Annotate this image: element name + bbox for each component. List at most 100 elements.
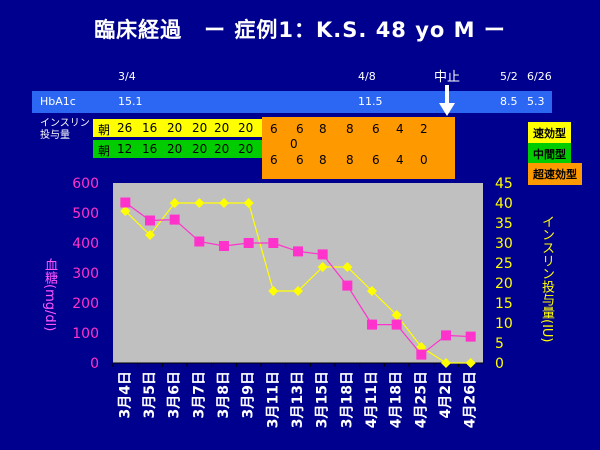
date-label: 6/26 xyxy=(527,70,552,83)
date-label: 3/4 xyxy=(118,70,136,83)
x-tick-label: 4月2日 xyxy=(438,371,454,418)
dose-cell: 16 xyxy=(142,121,158,135)
hba1c-value: 15.1 xyxy=(118,95,143,108)
dose-cell: 26 xyxy=(117,121,133,135)
insulin-label-line2: 投与量 xyxy=(40,130,70,141)
dose-cell: 6 xyxy=(270,122,278,136)
dose-cell: 8 xyxy=(319,122,327,136)
dose-cell: 6 xyxy=(296,122,304,136)
intermediate-dose-row: 朝 12 16 20 20 20 20 xyxy=(93,140,262,158)
dose-prefix: 朝 xyxy=(98,123,111,137)
x-tick-label: 3月7日 xyxy=(191,371,207,418)
glucose-point xyxy=(145,215,155,226)
dose-cell: 20 xyxy=(192,121,208,135)
x-tick-label: 4月26日 xyxy=(463,371,479,428)
y-tick-label: 600 xyxy=(72,176,99,192)
insulin-point xyxy=(391,310,402,320)
slide-title: 臨床経過 ー 症例1：K.S. 48 yo M ー xyxy=(94,18,506,42)
insulin-point xyxy=(367,286,377,296)
insulin-point xyxy=(416,342,427,352)
glucose-point xyxy=(293,246,303,257)
plot-area xyxy=(113,183,483,363)
dose-cell: 20 xyxy=(214,142,230,156)
glucose-point xyxy=(169,214,180,225)
x-tick-label: 3月4日 xyxy=(117,371,133,418)
hba1c-bar xyxy=(32,91,552,113)
stop-arrow-icon xyxy=(439,85,455,116)
dose-cell: 16 xyxy=(142,142,158,156)
dose-cell: 2 xyxy=(420,122,428,136)
glucose-point xyxy=(342,280,353,291)
dose-cell: 6 xyxy=(372,153,380,167)
x-tick-label: 3月9日 xyxy=(241,371,257,418)
dose-cell: 8 xyxy=(346,122,354,136)
dose-cell: 12 xyxy=(117,142,133,156)
y-tick-label: 500 xyxy=(72,206,99,222)
y2-tick-label: 15 xyxy=(495,296,513,312)
dose-cell: 20 xyxy=(167,142,183,156)
dose-cell: 20 xyxy=(167,121,183,135)
y-tick-label: 200 xyxy=(72,296,99,312)
glucose-point xyxy=(268,238,279,248)
x-tick-label: 3月15日 xyxy=(315,371,331,428)
insulin-point xyxy=(194,198,205,208)
insulin-point xyxy=(120,206,131,216)
insulin-point xyxy=(293,286,303,296)
glucose-point xyxy=(243,238,254,248)
legend-rapid: 速効型 xyxy=(528,122,571,144)
dose-cell: 0 xyxy=(420,153,428,167)
dose-cell: 6 xyxy=(296,153,304,167)
dose-prefix: 朝 xyxy=(98,144,111,158)
glucose-point xyxy=(219,241,229,251)
y2-tick-label: 30 xyxy=(495,236,513,252)
insulin-point xyxy=(243,198,254,208)
dose-cell: 0 xyxy=(290,137,298,151)
x-tick-label: 3月5日 xyxy=(142,371,158,418)
x-tick-label: 4月11日 xyxy=(364,371,380,428)
dose-cell: 4 xyxy=(396,122,404,136)
legend-ultra-rapid: 超速効型 xyxy=(528,163,582,185)
insulin-point xyxy=(268,286,279,296)
insulin-point xyxy=(317,262,328,272)
insulin-point xyxy=(465,358,476,368)
ultra-rapid-dose-box: 6 6 8 8 6 4 2 0 6 6 8 8 6 4 0 xyxy=(262,117,455,179)
hba1c-value: 8.5 xyxy=(500,95,518,108)
glucose-point xyxy=(391,319,402,330)
glucose-point xyxy=(194,236,205,247)
insulin-point xyxy=(342,262,353,272)
dose-cell: 8 xyxy=(319,153,327,167)
glucose-point xyxy=(465,331,476,342)
y-tick-label: 300 xyxy=(72,266,99,282)
x-tick-label: 3月11日 xyxy=(265,371,281,428)
right-axis-title: インスリン投与量(IU) xyxy=(539,215,554,343)
x-tick-label: 3月18日 xyxy=(339,371,355,428)
y-tick-label: 400 xyxy=(72,236,99,252)
insulin-label-line1: インスリン xyxy=(40,118,90,129)
y2-tick-label: 45 xyxy=(495,176,513,192)
y2-tick-label: 20 xyxy=(495,276,513,292)
dose-cell: 6 xyxy=(270,153,278,167)
insulin-point xyxy=(441,358,451,368)
x-tick-label: 3月6日 xyxy=(167,371,183,418)
x-tick-label: 4月18日 xyxy=(389,371,405,428)
y2-tick-label: 35 xyxy=(495,216,513,232)
glucose-point xyxy=(441,330,451,341)
glucose-point xyxy=(367,319,377,330)
dose-cell: 4 xyxy=(396,153,404,167)
insulin-point xyxy=(145,230,155,240)
y2-tick-label: 10 xyxy=(495,316,513,332)
date-label: 4/8 xyxy=(358,70,376,83)
y2-tick-label: 5 xyxy=(495,336,504,352)
dose-cell: 20 xyxy=(238,121,254,135)
dose-cell: 6 xyxy=(372,122,380,136)
y2-tick-label: 0 xyxy=(495,356,504,372)
x-tick-label: 3月8日 xyxy=(216,371,232,418)
dose-cell: 8 xyxy=(346,153,354,167)
glucose-point xyxy=(317,249,328,260)
dose-cell: 20 xyxy=(192,142,208,156)
left-axis-title: 血糖(mg/dl) xyxy=(42,258,57,332)
y-tick-label: 100 xyxy=(72,326,99,342)
y2-tick-label: 40 xyxy=(495,196,513,212)
y-tick-label: 0 xyxy=(90,356,99,372)
